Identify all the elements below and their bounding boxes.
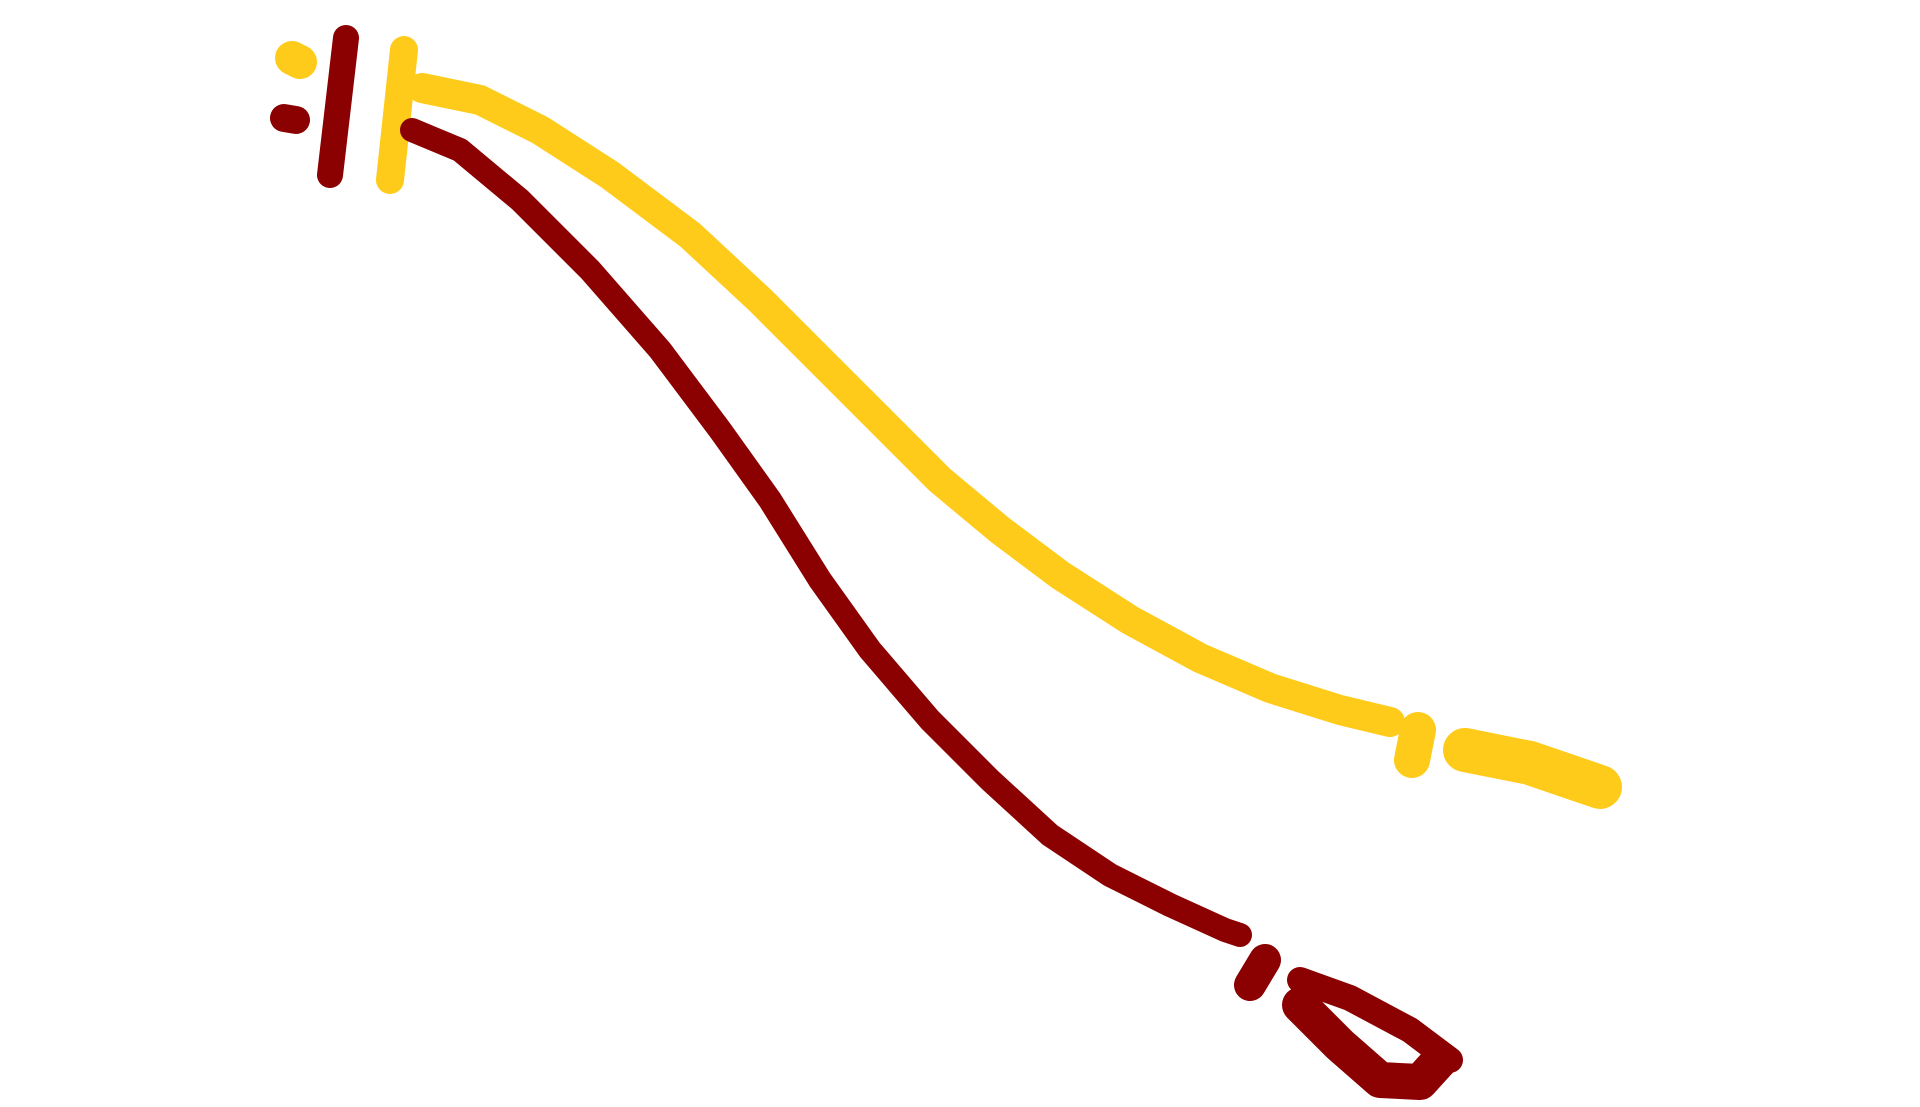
gold-stripe xyxy=(275,36,1622,809)
maroon-tail xyxy=(1287,967,1463,1073)
gold-tail xyxy=(1443,728,1622,809)
maroon-vertical-bar xyxy=(317,25,359,188)
maroon-dot xyxy=(270,104,310,134)
gold-main-curve xyxy=(407,73,1405,737)
maroon-main-curve xyxy=(400,118,1252,947)
gold-blob xyxy=(1394,712,1436,778)
gold-vertical-bar xyxy=(376,36,418,194)
gold-dot xyxy=(275,41,317,79)
maroon-blob xyxy=(1234,944,1281,1001)
maroon-tail-taper xyxy=(1282,987,1458,1100)
maroon-stripe xyxy=(270,25,1463,1100)
